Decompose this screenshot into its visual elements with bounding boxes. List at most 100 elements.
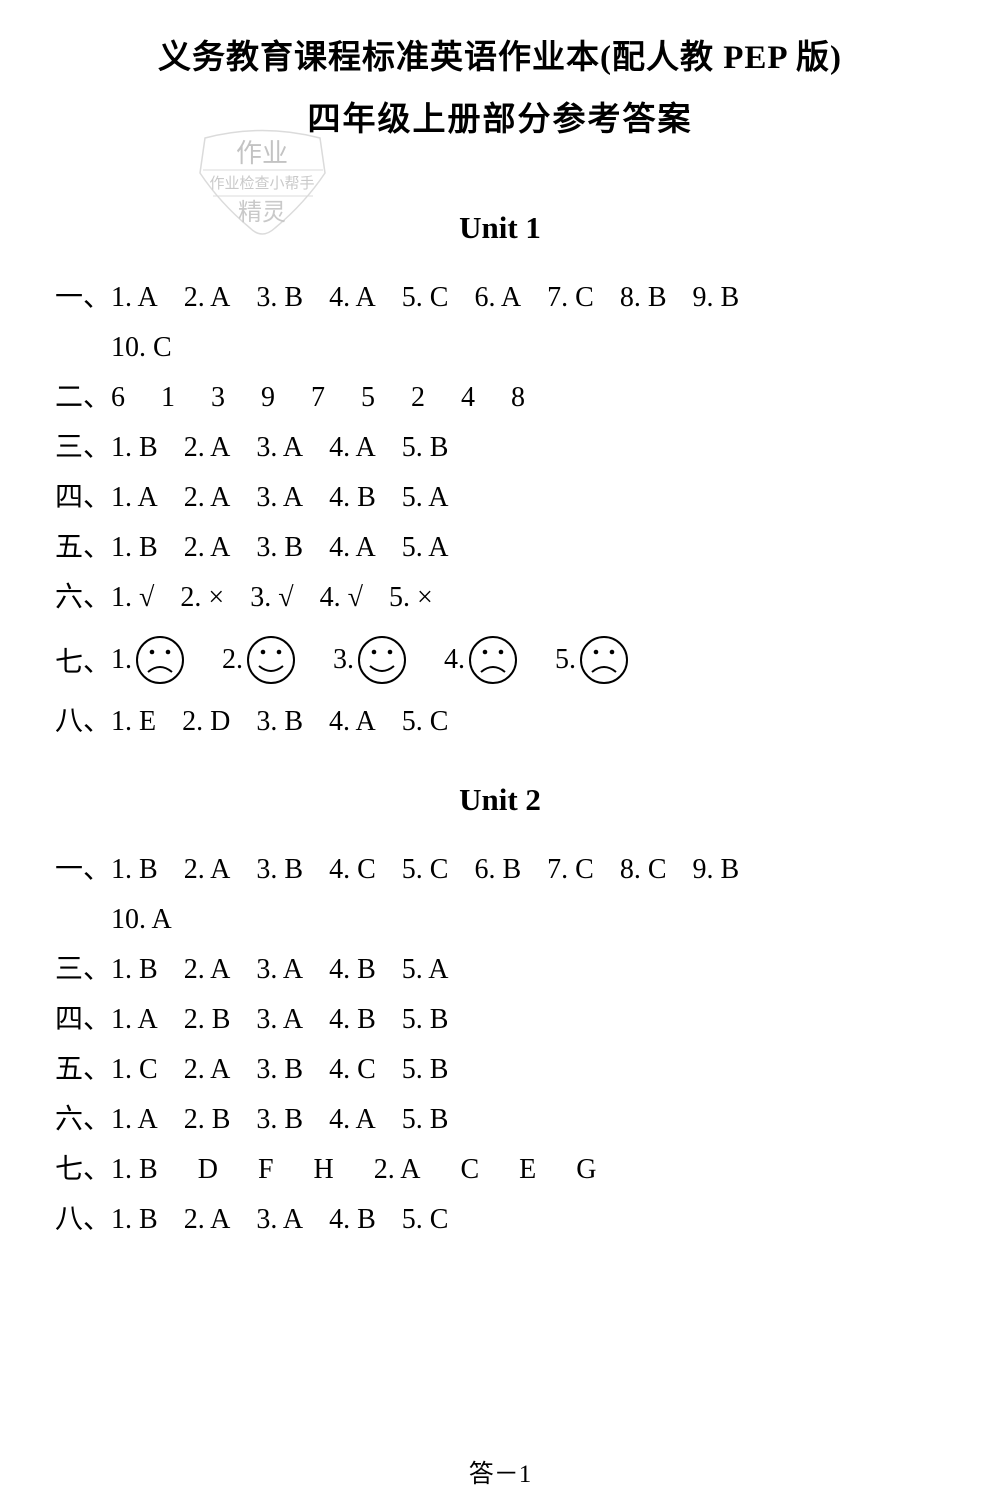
answer-item: 9 xyxy=(261,384,311,412)
answer-item: G xyxy=(576,1156,596,1184)
unit1-q1-row: 一、 1. A 2. A 3. B 4. A 5. C 6. A 7. C 8.… xyxy=(55,284,945,312)
unit1-q2-row: 二、 6 1 3 9 7 5 2 4 8 xyxy=(55,384,945,412)
face-answer: 3. xyxy=(333,634,408,686)
unit1-q5-row: 五、 1. B 2. A 3. B 4. A 5. A xyxy=(55,534,945,562)
answer-item: D xyxy=(198,1156,218,1184)
page-footer: 答－1 xyxy=(0,1454,1000,1490)
sad-face-icon xyxy=(467,634,519,686)
answer-item: 5. B xyxy=(402,1106,449,1134)
answer-item: 6 xyxy=(111,384,161,412)
answer-item: 2. A xyxy=(184,956,231,984)
answer-item: 1. B xyxy=(111,1156,158,1184)
sad-face-icon xyxy=(134,634,186,686)
answer-item: 3. B xyxy=(256,856,303,884)
answer-item: 7. C xyxy=(547,856,594,884)
answer-item: 4. C xyxy=(329,1056,376,1084)
answer-item: 2. A xyxy=(184,484,231,512)
answer-item: 2. A xyxy=(184,1056,231,1084)
happy-face-icon xyxy=(356,634,408,686)
face-answer: 2. xyxy=(222,634,297,686)
answer-item: 3. B xyxy=(256,1106,303,1134)
answer-item: 2. D xyxy=(182,708,230,736)
unit1-q3-row: 三、 1. B 2. A 3. A 4. A 5. B xyxy=(55,434,945,462)
answer-item: 5. A xyxy=(402,534,449,562)
answer-item: 5. A xyxy=(402,956,449,984)
answer-item: 7. C xyxy=(547,284,594,312)
unit2-q7-row: 七、 1. B D F H 2. A C E G xyxy=(55,1156,945,1184)
answer-item: E xyxy=(519,1156,536,1184)
answer-item: 2. A xyxy=(184,534,231,562)
answer-item: 2 xyxy=(411,384,461,412)
unit2-q4-row: 四、 1. A 2. B 3. A 4. B 5. B xyxy=(55,1006,945,1034)
answer-item: 5. B xyxy=(402,1006,449,1034)
answer-item: 3. A xyxy=(256,484,303,512)
q-label: 一、 xyxy=(55,284,111,312)
answer-item: 9. B xyxy=(693,856,740,884)
answer-item: 5 xyxy=(361,384,411,412)
answer-item: 5. C xyxy=(402,1206,449,1234)
answer-item: 5. B xyxy=(402,434,449,462)
stamp-text-2: 作业检查小帮手 xyxy=(209,175,314,192)
answer-item: 4. B xyxy=(329,1006,376,1034)
sad-face-icon xyxy=(578,634,630,686)
q-label: 二、 xyxy=(55,384,111,412)
answer-item: 1 xyxy=(161,384,211,412)
answer-item: 2. A xyxy=(184,434,231,462)
face-num: 3. xyxy=(333,644,354,676)
answer-item: 3. B xyxy=(256,708,303,736)
q-label: 七、 xyxy=(55,640,111,680)
q-label: 一、 xyxy=(55,856,111,884)
unit2-q5-row: 五、 1. C 2. A 3. B 4. C 5. B xyxy=(55,1056,945,1084)
answer-item: 5. × xyxy=(389,584,433,612)
answer-item: 3. A xyxy=(256,1006,303,1034)
answer-item: 5. C xyxy=(402,708,449,736)
answer-item: 1. B xyxy=(111,534,158,562)
answer-item: 7 xyxy=(311,384,361,412)
answer-item: 1. B xyxy=(111,956,158,984)
watermark-stamp: 作业 作业检查小帮手 精灵 xyxy=(185,128,340,243)
answer-item: 2. B xyxy=(184,1106,231,1134)
q-label: 八、 xyxy=(55,1206,111,1234)
answer-item: 9. B xyxy=(693,284,740,312)
face-num: 5. xyxy=(555,644,576,676)
answer-item: 4. A xyxy=(329,284,376,312)
answer-item: 5. B xyxy=(402,1056,449,1084)
answer-item: 10. C xyxy=(111,334,172,362)
unit1-q7-row: 七、 1. 2. 3. 4. 5. xyxy=(55,634,945,686)
unit2-q6-row: 六、 1. A 2. B 3. B 4. A 5. B xyxy=(55,1106,945,1134)
answer-item: 3. B xyxy=(256,534,303,562)
answer-item: 2. A xyxy=(184,856,231,884)
unit2-q1-row: 一、 1. B 2. A 3. B 4. C 5. C 6. B 7. C 8.… xyxy=(55,856,945,884)
page-title-1: 义务教育课程标准英语作业本(配人教 PEP 版) xyxy=(55,30,945,78)
q-label: 七、 xyxy=(55,1156,111,1184)
answer-item: 4. A xyxy=(329,1106,376,1134)
answer-item: 3. B xyxy=(256,1056,303,1084)
q-label: 三、 xyxy=(55,434,111,462)
happy-face-icon xyxy=(245,634,297,686)
answer-item: 1. B xyxy=(111,1206,158,1234)
face-answer: 4. xyxy=(444,634,519,686)
answer-item: 3. √ xyxy=(250,584,293,612)
answer-item: F xyxy=(258,1156,274,1184)
answer-item: 5. A xyxy=(402,484,449,512)
answer-item: 4. A xyxy=(329,534,376,562)
answer-item: 1. A xyxy=(111,284,158,312)
answer-item: C xyxy=(460,1156,479,1184)
q-label: 五、 xyxy=(55,534,111,562)
answer-item: 5. C xyxy=(402,284,449,312)
answer-item: 4. √ xyxy=(320,584,363,612)
answer-item: 2. A xyxy=(184,1206,231,1234)
answer-item: 1. B xyxy=(111,434,158,462)
q-label: 六、 xyxy=(55,1106,111,1134)
answer-item: 5. C xyxy=(402,856,449,884)
answer-item: 1. A xyxy=(111,1006,158,1034)
answer-item: 1. B xyxy=(111,856,158,884)
q-label: 六、 xyxy=(55,584,111,612)
answer-item: 8. B xyxy=(620,284,667,312)
answer-item: 3 xyxy=(211,384,261,412)
answer-item: 10. A xyxy=(111,906,172,934)
answer-item: 1. E xyxy=(111,708,156,736)
answer-item: 4. A xyxy=(329,434,376,462)
answer-item: 3. A xyxy=(256,434,303,462)
unit2-q8-row: 八、 1. B 2. A 3. A 4. B 5. C xyxy=(55,1206,945,1234)
